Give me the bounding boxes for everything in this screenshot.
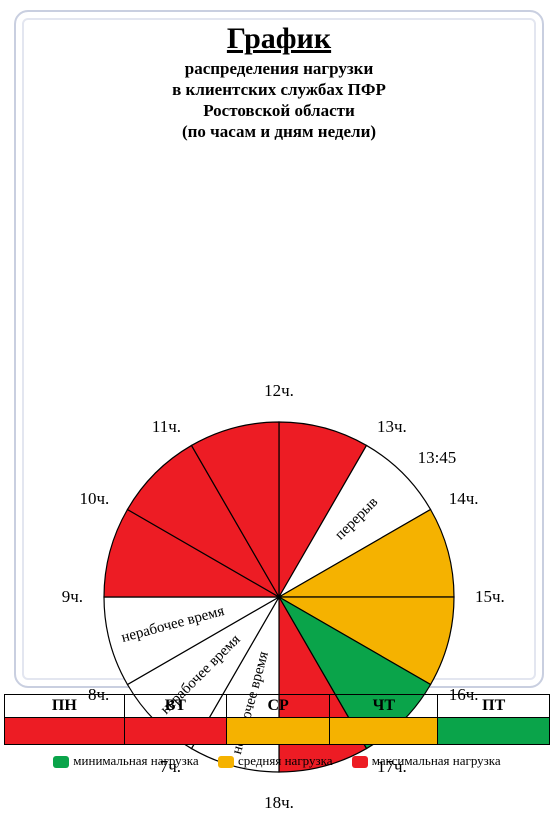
slice-label: 9ч. (62, 587, 83, 607)
swatch-max (352, 756, 368, 768)
day-color-cell (227, 718, 330, 745)
legend-label: максимальная нагрузка (372, 753, 501, 768)
title-block: График распределения нагрузки в клиентск… (16, 20, 542, 143)
slice-label: 10ч. (79, 489, 109, 509)
slice-label: 14ч. (449, 489, 479, 509)
legend-item-mid: средняя нагрузка (218, 753, 333, 769)
swatch-min (53, 756, 69, 768)
legend-item-max: максимальная нагрузка (352, 753, 501, 769)
day-header: ВТ (124, 695, 226, 718)
day-header: ЧТ (330, 695, 438, 718)
day-header: СР (227, 695, 330, 718)
legend-label: минимальная нагрузка (73, 753, 198, 768)
slice-extra-label: 13:45 (418, 448, 457, 468)
slice-label: 13ч. (377, 417, 407, 437)
day-color-cell (330, 718, 438, 745)
slice-label: 15ч. (475, 587, 505, 607)
day-color-cell (124, 718, 226, 745)
slice-label: 11ч. (152, 417, 181, 437)
outer-frame: График распределения нагрузки в клиентск… (14, 10, 544, 688)
legend-item-min: минимальная нагрузка (53, 753, 198, 769)
slice-label: 18ч. (264, 793, 294, 813)
title-line-3: Ростовской области (16, 100, 542, 121)
title-main: График (16, 20, 542, 58)
day-color-row (5, 718, 550, 745)
slice-label: 12ч. (264, 381, 294, 401)
title-line-4: (по часам и дням недели) (16, 121, 542, 142)
day-header: ПТ (438, 695, 550, 718)
day-table: ПН ВТ СР ЧТ ПТ (4, 694, 550, 745)
legend: минимальная нагрузка средняя нагрузка ма… (0, 752, 554, 769)
page: График распределения нагрузки в клиентск… (0, 0, 554, 783)
title-line-1: распределения нагрузки (16, 58, 542, 79)
legend-label: средняя нагрузка (238, 753, 333, 768)
day-header-row: ПН ВТ СР ЧТ ПТ (5, 695, 550, 718)
day-color-cell (438, 718, 550, 745)
swatch-mid (218, 756, 234, 768)
day-color-cell (5, 718, 125, 745)
title-line-2: в клиентских службах ПФР (16, 79, 542, 100)
day-header: ПН (5, 695, 125, 718)
